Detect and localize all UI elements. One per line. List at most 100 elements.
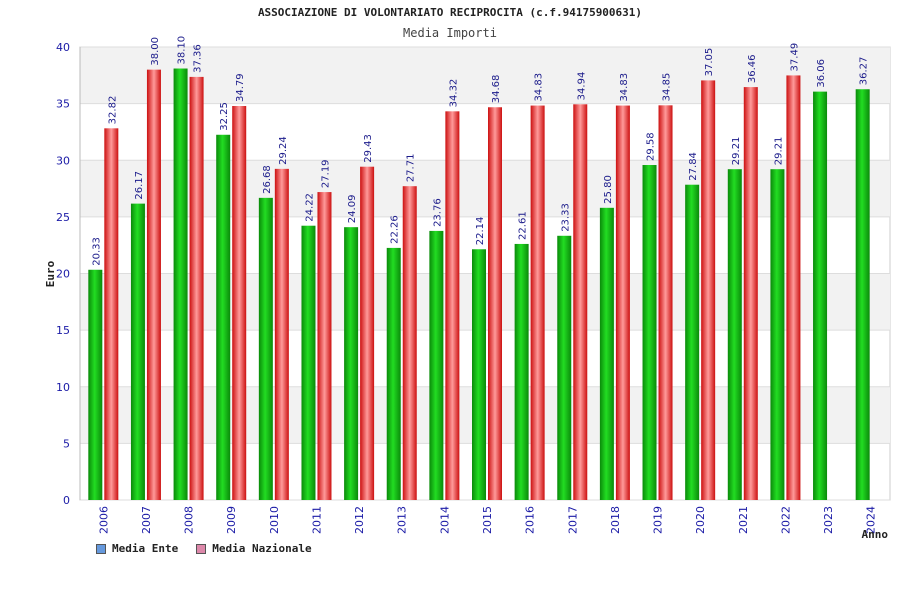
x-tick-label: 2014: [438, 506, 451, 534]
legend: Media Ente Media Nazionale: [96, 542, 312, 555]
x-tick-label: 2010: [268, 506, 281, 534]
chart-title: ASSOCIAZIONE DI VOLONTARIATO RECIPROCITA…: [258, 6, 642, 19]
data-label: 22.14: [475, 217, 486, 246]
legend-label-media-ente: Media Ente: [112, 542, 179, 555]
bar-media-ente-2015: [472, 249, 486, 500]
data-label: 26.17: [134, 171, 145, 200]
data-label: 27.71: [406, 154, 417, 183]
x-axis-label: Anno: [862, 528, 889, 541]
x-tick-label: 2016: [524, 506, 537, 534]
bar-media-nazionale-2021: [743, 87, 758, 500]
x-tick-label: 2017: [566, 506, 579, 534]
data-label: 26.68: [262, 165, 273, 194]
bar-media-ente-2014: [429, 230, 444, 500]
y-tick-label: 25: [56, 211, 70, 224]
bar-media-ente-2012: [344, 227, 359, 500]
bar-media-ente-2019: [642, 165, 657, 500]
bar-media-ente-2018: [599, 207, 614, 500]
data-label: 22.61: [518, 211, 529, 240]
bar-media-ente-2010: [258, 197, 273, 500]
data-label: 24.22: [304, 193, 315, 222]
data-label: 22.26: [390, 215, 401, 244]
data-label: 34.32: [448, 79, 459, 108]
data-label: 38.00: [150, 37, 161, 66]
data-label: 36.06: [816, 59, 827, 88]
bar-media-nazionale-2007: [146, 69, 161, 501]
data-label: 29.43: [363, 134, 374, 163]
bar-media-ente-2022: [770, 169, 785, 500]
data-label: 36.27: [859, 57, 870, 86]
y-tick-label: 40: [56, 41, 70, 54]
legend-item-media-ente: Media Ente: [96, 542, 178, 555]
chart-subtitle: Media Importi: [403, 26, 497, 40]
data-label: 27.19: [320, 159, 331, 188]
data-label: 38.10: [177, 36, 188, 65]
data-label: 29.24: [278, 136, 289, 165]
bar-media-ente-2011: [301, 225, 316, 500]
bar-media-nazionale-2006: [104, 128, 119, 500]
data-label: 32.25: [219, 102, 230, 131]
data-label: 34.68: [491, 75, 502, 104]
data-label: 23.76: [432, 198, 443, 227]
bar-media-ente-2008: [173, 68, 188, 500]
bars: [88, 68, 870, 501]
bar-media-nazionale-2015: [488, 107, 502, 501]
y-tick-label: 20: [56, 268, 70, 281]
bar-media-ente-2017: [557, 235, 572, 500]
data-label: 27.84: [688, 152, 699, 181]
bar-media-nazionale-2009: [232, 106, 247, 501]
data-label: 25.80: [603, 175, 614, 204]
legend-label-media-nazionale: Media Nazionale: [212, 542, 312, 555]
x-tick-label: 2023: [822, 506, 835, 534]
bar-media-ente-2021: [727, 169, 742, 500]
data-label: 34.83: [534, 73, 545, 102]
data-label: 34.83: [619, 73, 630, 102]
x-tick-label: 2006: [97, 506, 110, 534]
data-label: 36.46: [747, 54, 758, 83]
data-label: 34.85: [662, 73, 673, 102]
bar-media-ente-2020: [685, 184, 700, 500]
bar-media-ente-2006: [88, 269, 103, 500]
x-tick-label: 2015: [481, 506, 494, 534]
data-label: 23.33: [560, 203, 571, 232]
data-labels: 20.33 32.82 26.17 38.00 38.10 37.36 32.25 34.79…: [91, 36, 869, 266]
data-label: 24.09: [347, 195, 358, 224]
bar-media-nazionale-2013: [402, 186, 417, 500]
x-tick-label: 2024: [865, 506, 878, 534]
legend-swatch-media-nazionale: [196, 543, 207, 554]
bar-media-ente-2007: [130, 203, 145, 500]
data-label: 34.79: [235, 73, 246, 102]
data-label: 20.33: [91, 237, 102, 266]
y-tick-label: 30: [56, 154, 70, 167]
data-label: 32.82: [107, 96, 118, 125]
bar-media-nazionale-2018: [615, 105, 630, 501]
x-tick-label: 2013: [396, 506, 409, 534]
data-label: 29.21: [731, 137, 742, 166]
y-tick-label: 5: [63, 437, 70, 450]
data-label: 37.36: [193, 44, 204, 73]
x-tick-label: 2007: [140, 506, 153, 534]
bar-media-nazionale-2010: [274, 168, 289, 500]
bar-media-ente-2023: [813, 91, 828, 501]
bar-media-ente-2009: [216, 134, 231, 501]
y-axis-label: Euro: [44, 260, 57, 287]
bar-media-nazionale-2019: [658, 105, 673, 500]
bar-media-ente-2013: [386, 247, 401, 500]
bar-media-nazionale-2020: [701, 80, 716, 500]
data-label: 29.21: [773, 137, 784, 166]
legend-item-media-nazionale: Media Nazionale: [196, 542, 312, 555]
bar-media-ente-2016: [514, 243, 529, 500]
y-tick-label: 0: [63, 494, 70, 507]
y-tick-label: 15: [56, 324, 70, 337]
bar-media-nazionale-2012: [360, 166, 375, 500]
x-tick-label: 2009: [225, 506, 238, 534]
x-tick-label: 2008: [183, 506, 196, 534]
data-label: 29.58: [646, 132, 657, 161]
x-tick-label: 2012: [353, 506, 366, 534]
x-tick-label: 2018: [609, 506, 622, 534]
bar-media-nazionale-2017: [573, 104, 588, 500]
bar-media-ente-2024: [855, 89, 870, 500]
x-tick-label: 2019: [652, 506, 665, 534]
data-label: 37.05: [704, 48, 715, 77]
